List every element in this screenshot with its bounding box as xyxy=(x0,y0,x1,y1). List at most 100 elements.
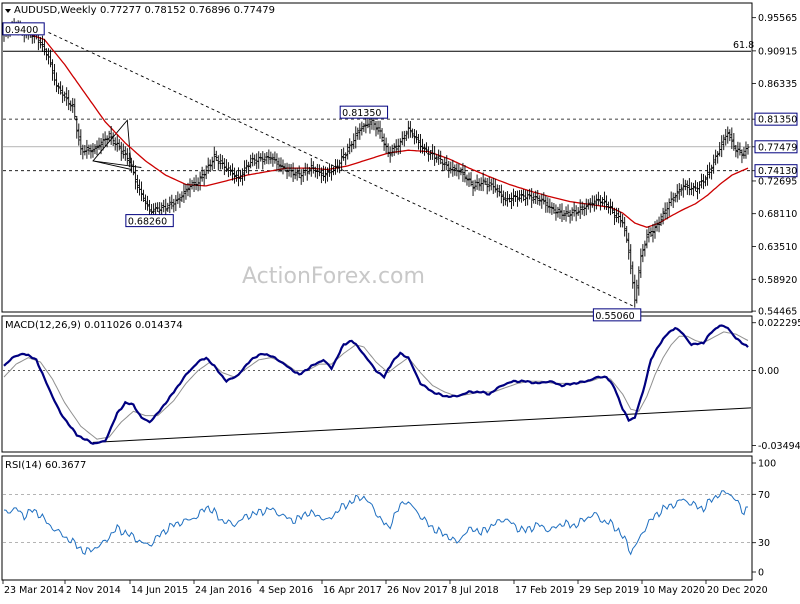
price-bar xyxy=(412,129,416,145)
price-bar xyxy=(111,132,115,146)
price-bar xyxy=(174,195,178,212)
price-bar xyxy=(536,189,540,205)
price-bar xyxy=(261,151,265,170)
price-annotation: 0.68260 xyxy=(125,214,174,228)
macd-y-tick: 0.00 xyxy=(752,366,779,377)
price-bar xyxy=(663,202,667,220)
price-bar xyxy=(67,90,71,111)
price-bar xyxy=(566,204,570,217)
price-bar xyxy=(429,150,433,160)
macd-layer xyxy=(3,324,752,445)
price-bar xyxy=(568,209,572,224)
symbol-title: AUDUSD,Weekly xyxy=(14,5,97,16)
price-bar xyxy=(289,164,293,178)
price-bar xyxy=(309,158,313,177)
price-bar xyxy=(602,191,606,210)
price-bar xyxy=(469,172,473,187)
x-axis-tick: 17 Feb 2019 xyxy=(513,580,574,596)
price-bar xyxy=(497,185,501,197)
price-bar xyxy=(271,153,275,167)
price-bar xyxy=(653,221,657,239)
price-bar xyxy=(449,161,453,174)
price-bar xyxy=(382,133,386,151)
price-bar xyxy=(518,190,522,202)
macd-panel xyxy=(1,315,753,453)
price-bar xyxy=(473,179,477,192)
price-bar xyxy=(459,167,463,176)
price-bar xyxy=(212,146,216,170)
price-bar xyxy=(700,173,703,189)
svg-text:0.81350: 0.81350 xyxy=(758,115,797,126)
price-bar xyxy=(386,143,390,158)
dropdown-triangle-icon[interactable] xyxy=(5,9,11,13)
price-bar xyxy=(241,168,245,186)
price-bar xyxy=(263,153,267,165)
x-axis-tick: 4 Sep 2016 xyxy=(257,580,313,596)
fib-level-label: 61.8 xyxy=(733,40,754,51)
price-bar xyxy=(364,117,368,134)
price-bar xyxy=(65,87,69,106)
price-bar xyxy=(604,195,608,210)
price-bar xyxy=(487,177,491,192)
price-bar xyxy=(631,261,635,289)
price-bar xyxy=(465,174,469,186)
price-bar xyxy=(629,244,633,275)
price-bar xyxy=(129,157,133,173)
price-bar xyxy=(534,190,538,204)
price-bar xyxy=(639,248,643,278)
price-bar xyxy=(249,154,253,169)
price-bar xyxy=(91,143,95,158)
price-bar xyxy=(594,194,598,210)
price-y-tick: 0.90915 xyxy=(752,46,797,57)
svg-text:0.63510: 0.63510 xyxy=(758,242,797,253)
price-bar xyxy=(142,189,145,202)
svg-text:0.81350: 0.81350 xyxy=(342,108,381,119)
svg-text:30: 30 xyxy=(758,538,770,549)
price-bar xyxy=(204,165,208,180)
price-y-tick: 0.68110 xyxy=(752,209,797,220)
price-bar xyxy=(435,154,439,163)
price-bar xyxy=(509,192,513,209)
price-bar xyxy=(615,207,619,223)
price-bar xyxy=(328,163,331,177)
price-bar xyxy=(671,192,675,208)
macd-title: MACD(12,26,9) 0.011026 0.014374 xyxy=(5,320,183,331)
price-bar xyxy=(103,131,107,146)
price-bar xyxy=(89,144,93,159)
price-y-tick: 0.72695 xyxy=(752,176,797,187)
price-bar xyxy=(570,207,574,221)
svg-text:29 Sep 2019: 29 Sep 2019 xyxy=(579,585,639,596)
price-bar xyxy=(637,266,641,296)
price-bar xyxy=(49,49,52,68)
price-bar xyxy=(192,177,196,193)
price-bar xyxy=(732,133,736,151)
price-bar xyxy=(685,180,689,195)
price-bar xyxy=(574,205,578,222)
macd-trendline xyxy=(92,407,752,443)
price-bar xyxy=(99,138,103,155)
price-bar xyxy=(657,216,661,233)
price-bar xyxy=(437,149,441,165)
price-bar xyxy=(55,72,59,93)
price-bar xyxy=(530,188,534,208)
price-bar xyxy=(218,153,222,170)
svg-text:0.90915: 0.90915 xyxy=(758,46,797,57)
price-bar xyxy=(556,206,560,218)
price-bar xyxy=(44,48,48,61)
price-bar xyxy=(101,133,105,151)
price-bar xyxy=(649,227,653,237)
x-axis-tick: 26 Nov 2017 xyxy=(385,580,448,596)
price-bar xyxy=(239,169,243,182)
price-bar xyxy=(443,157,447,172)
price-bar xyxy=(342,147,346,161)
price-bar xyxy=(222,158,226,176)
price-bar xyxy=(319,167,323,184)
price-bar xyxy=(317,164,321,177)
price-bar xyxy=(283,163,287,172)
price-bar xyxy=(281,159,285,175)
price-bar xyxy=(226,162,230,178)
price-bar xyxy=(691,182,695,197)
price-bar xyxy=(346,143,350,160)
svg-text:26 Nov 2017: 26 Nov 2017 xyxy=(387,585,448,596)
price-bar xyxy=(85,139,89,159)
